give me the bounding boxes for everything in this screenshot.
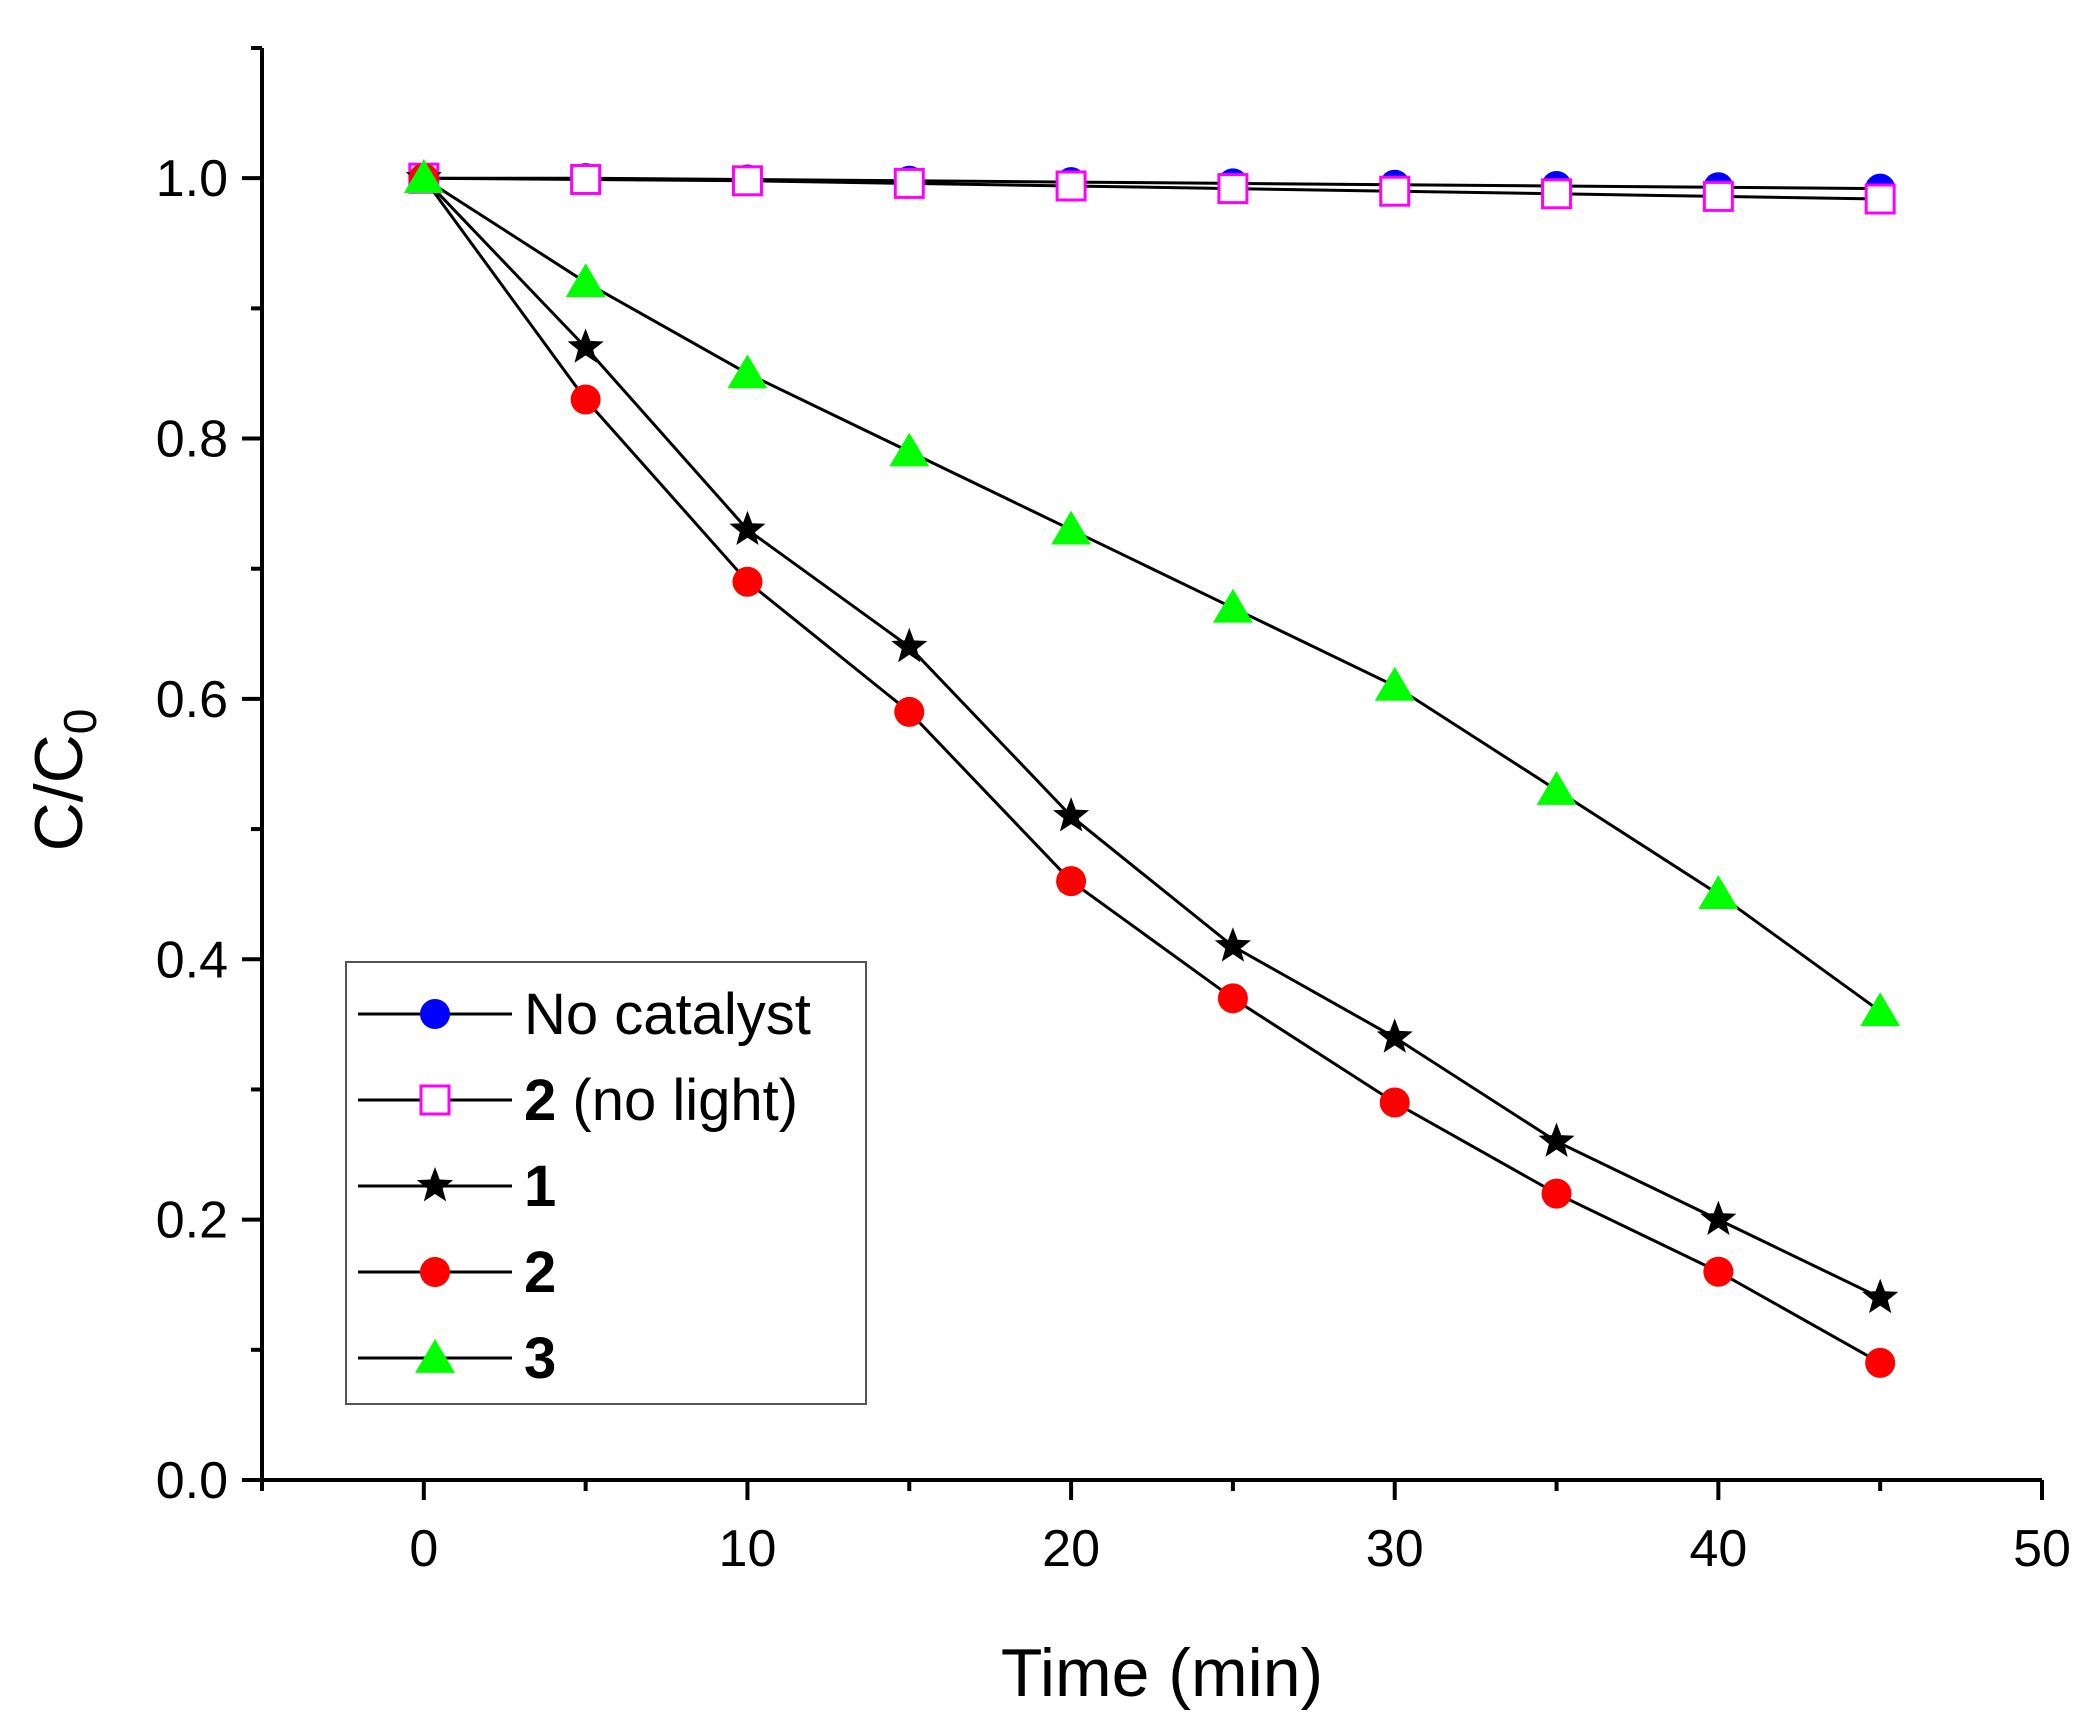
data-point <box>1541 178 1573 210</box>
legend-label: No catalyst <box>524 982 811 1047</box>
legend-marker <box>420 999 450 1029</box>
data-point <box>1862 1278 1899 1314</box>
data-point <box>570 163 602 195</box>
data-point <box>1536 771 1577 805</box>
data-point <box>889 432 930 467</box>
data-point <box>567 328 604 363</box>
data-point <box>1217 173 1249 205</box>
y-axis-label-main: C/C <box>21 734 97 851</box>
data-point <box>565 263 606 298</box>
legend-label: 2 <box>524 1240 556 1305</box>
data-point <box>1376 1018 1413 1053</box>
y-axis-label-subscript: 0 <box>54 709 106 735</box>
legend-label: 1 <box>524 1154 556 1219</box>
data-point <box>1214 927 1251 962</box>
legend-marker <box>420 1257 450 1287</box>
data-point <box>893 167 925 199</box>
y-tick-label: 0.2 <box>156 1192 228 1250</box>
data-point <box>1700 1200 1737 1235</box>
y-axis-label: C/C0 <box>21 709 106 852</box>
data-point <box>729 510 766 545</box>
series-line <box>422 177 1881 1365</box>
data-point <box>1217 983 1248 1014</box>
data-point <box>732 566 763 597</box>
y-tick-label: 0.8 <box>156 411 228 469</box>
data-point <box>1865 1347 1896 1378</box>
data-point <box>1051 510 1092 545</box>
x-tick-label: 30 <box>1366 1520 1424 1578</box>
axis-labels: Time (min) C/C0 <box>21 709 1323 1711</box>
x-tick-label: 0 <box>409 1520 438 1578</box>
series-3 <box>408 163 1896 1378</box>
legend-item: 3 <box>358 1326 556 1391</box>
x-axis-label: Time (min) <box>1001 1635 1323 1711</box>
data-point <box>403 159 444 194</box>
legend-label-text: (no light) <box>556 1068 798 1133</box>
y-tick-label: 0.4 <box>156 931 228 989</box>
legend-label-bold: 2 <box>524 1240 556 1305</box>
data-point <box>1212 588 1253 623</box>
data-point <box>1374 666 1415 701</box>
series-2 <box>405 159 1899 1314</box>
x-tick-label: 10 <box>719 1520 777 1578</box>
series-0 <box>408 163 1896 204</box>
series-1 <box>408 162 1896 215</box>
data-point <box>1055 170 1087 202</box>
legend-marker <box>416 1167 454 1202</box>
series-line <box>422 176 1882 1013</box>
data-point <box>1703 1256 1734 1287</box>
legend-label: 3 <box>524 1326 556 1391</box>
data-point <box>891 627 928 663</box>
data-point <box>1538 1122 1575 1157</box>
data-point <box>1053 797 1090 832</box>
legend-label-bold: 3 <box>524 1326 556 1391</box>
data-point <box>1379 1087 1410 1118</box>
data-point <box>570 384 601 415</box>
y-tick-label: 0.6 <box>156 671 228 729</box>
data-point <box>727 354 768 389</box>
legend-label-text: No catalyst <box>524 982 811 1047</box>
legend-item: No catalyst <box>358 982 811 1047</box>
x-tick-label: 20 <box>1042 1520 1100 1578</box>
series-line <box>422 177 1881 1300</box>
x-tick-label: 50 <box>2013 1520 2071 1578</box>
legend-marker <box>415 1339 455 1373</box>
y-tick-label: 1.0 <box>156 150 228 208</box>
data-point <box>1864 183 1896 215</box>
series-line <box>423 176 1881 201</box>
legend-label-bold: 1 <box>524 1154 556 1219</box>
axes: 0 10 20 30 40 50 0.0 0.2 0.4 0.6 0.8 1.0 <box>156 46 2071 1578</box>
data-point <box>1698 875 1739 910</box>
series-4 <box>403 159 1901 1027</box>
legend-label: 2 (no light) <box>524 1068 798 1133</box>
series-group <box>403 159 1901 1378</box>
data-point <box>1541 1178 1572 1209</box>
legend-label-bold: 2 <box>524 1068 556 1133</box>
data-point <box>1379 175 1411 207</box>
legend-item: 2 (no light) <box>358 1068 798 1133</box>
legend-item: 2 <box>358 1240 556 1305</box>
legend-item: 1 <box>358 1154 556 1219</box>
y-tick-label: 0.0 <box>156 1452 228 1510</box>
data-point <box>1056 866 1087 897</box>
x-tick-label: 40 <box>1689 1520 1747 1578</box>
legend-marker <box>419 1084 451 1116</box>
data-point <box>1702 180 1734 212</box>
data-point <box>1860 992 1901 1027</box>
data-point <box>894 696 925 727</box>
data-point <box>731 165 763 197</box>
